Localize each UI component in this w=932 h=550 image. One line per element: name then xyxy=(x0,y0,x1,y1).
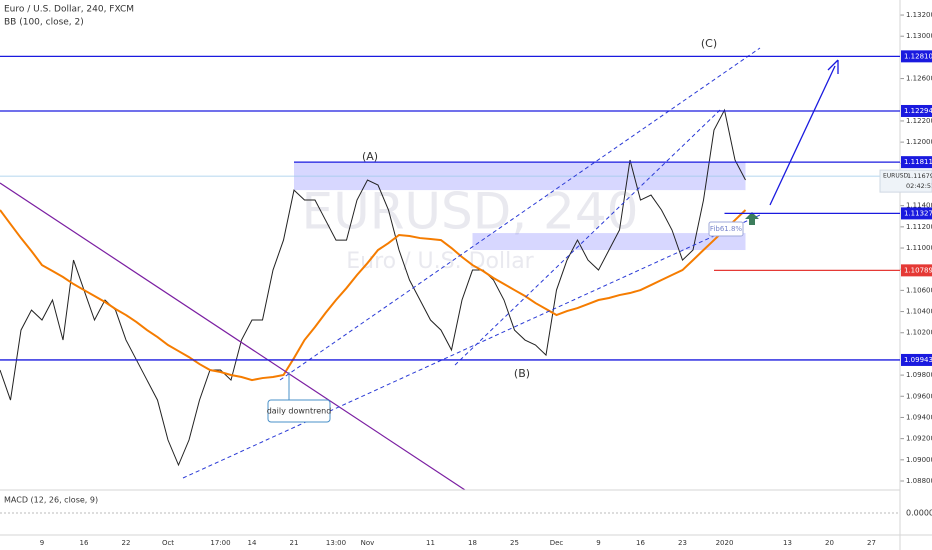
x-tick-label: 20 xyxy=(825,539,834,547)
watermark-sub: Euro / U.S. Dollar xyxy=(346,249,534,274)
level-label: 1.12294 xyxy=(904,107,932,115)
macd-zero-label: 0.00000 xyxy=(906,509,932,518)
level-label: 1.12810 xyxy=(904,52,932,60)
callout-text: daily downtrend xyxy=(267,407,332,416)
x-tick-label: Oct xyxy=(162,539,174,547)
level-label: 1.11327 xyxy=(904,209,932,217)
x-tick-label: 11 xyxy=(426,539,435,547)
x-tick-label: 23 xyxy=(678,539,687,547)
arrow-head xyxy=(827,59,839,74)
x-tick-label: 27 xyxy=(867,539,876,547)
fib-label: Fib61.8% xyxy=(710,225,742,233)
x-tick-label: Dec xyxy=(550,539,564,547)
x-tick-label: 17:00 xyxy=(210,539,230,547)
x-tick-label: 2020 xyxy=(716,539,734,547)
y-tick-label: 1.08800 xyxy=(906,477,932,485)
y-tick-label: 1.09200 xyxy=(906,435,932,443)
level-tag xyxy=(901,104,932,117)
y-tick-label: 1.11400 xyxy=(906,202,932,210)
x-tick-label: 14 xyxy=(248,539,257,547)
x-tick-label: 16 xyxy=(80,539,89,547)
y-tick-label: 1.09000 xyxy=(906,456,932,464)
y-tick-label: 1.10400 xyxy=(906,308,932,316)
downtrend-line xyxy=(0,182,466,491)
y-tick-label: 1.11000 xyxy=(906,244,932,252)
y-tick-label: 1.13000 xyxy=(906,32,932,40)
wave-b: (B) xyxy=(514,367,530,380)
y-tick-label: 1.12200 xyxy=(906,117,932,125)
level-label: 1.11811 xyxy=(904,158,932,166)
zone xyxy=(472,233,746,251)
watermark: EURUSD, 240 xyxy=(302,183,639,241)
fib-box xyxy=(708,221,744,237)
y-tick-label: 1.09800 xyxy=(906,371,932,379)
x-tick-label: 21 xyxy=(290,539,299,547)
up-arrow xyxy=(745,212,759,225)
price-label: 1.11679 xyxy=(907,172,932,180)
y-tick-label: 1.10600 xyxy=(906,286,932,294)
callout-box xyxy=(267,399,331,423)
level-tag xyxy=(901,264,932,277)
x-tick-label: 13 xyxy=(783,539,792,547)
y-tick-label: 1.11200 xyxy=(906,223,932,231)
level-tag xyxy=(901,207,932,220)
price-pane xyxy=(0,14,904,482)
x-tick-label: 22 xyxy=(122,539,131,547)
y-tick-label: 1.12600 xyxy=(906,75,932,83)
level-tag xyxy=(901,156,932,169)
y-tick-label: 1.09400 xyxy=(906,413,932,421)
x-tick-label: 16 xyxy=(636,539,645,547)
y-tick-label: 1.12000 xyxy=(906,138,932,146)
chart-title: Euro / U.S. Dollar, 240, FXCM xyxy=(4,5,134,15)
y-tick-label: 1.09600 xyxy=(906,392,932,400)
wave-c: (C) xyxy=(701,37,717,50)
channel-upper xyxy=(279,47,761,381)
channel-lower xyxy=(182,214,761,479)
series-line xyxy=(0,108,746,467)
x-tick-label: Nov xyxy=(361,539,375,547)
projection-arrow xyxy=(769,65,836,206)
level-tag xyxy=(901,353,932,366)
x-tick-label: 18 xyxy=(468,539,477,547)
level-label: 1.10789 xyxy=(904,266,932,274)
indicator-label: BB (100, close, 2) xyxy=(4,18,84,28)
price-tag xyxy=(879,169,932,193)
y-tick-label: 1.13200 xyxy=(906,11,932,19)
wave-a: (A) xyxy=(362,150,378,163)
level-label: 1.09943 xyxy=(904,356,932,364)
series-line xyxy=(0,209,747,382)
x-tick-label: 13:00 xyxy=(326,539,346,547)
level-tag xyxy=(901,50,932,63)
y-tick-label: 1.10200 xyxy=(906,329,932,337)
x-tick-label: 9 xyxy=(40,539,44,547)
channel-inner xyxy=(454,109,721,366)
price-countdown: 02:42:51 xyxy=(906,182,932,190)
macd-label: MACD (12, 26, close, 9) xyxy=(4,496,98,505)
x-tick-label: 25 xyxy=(510,539,519,547)
x-tick-label: 9 xyxy=(596,539,600,547)
price-symbol: EURUSD xyxy=(883,173,909,180)
